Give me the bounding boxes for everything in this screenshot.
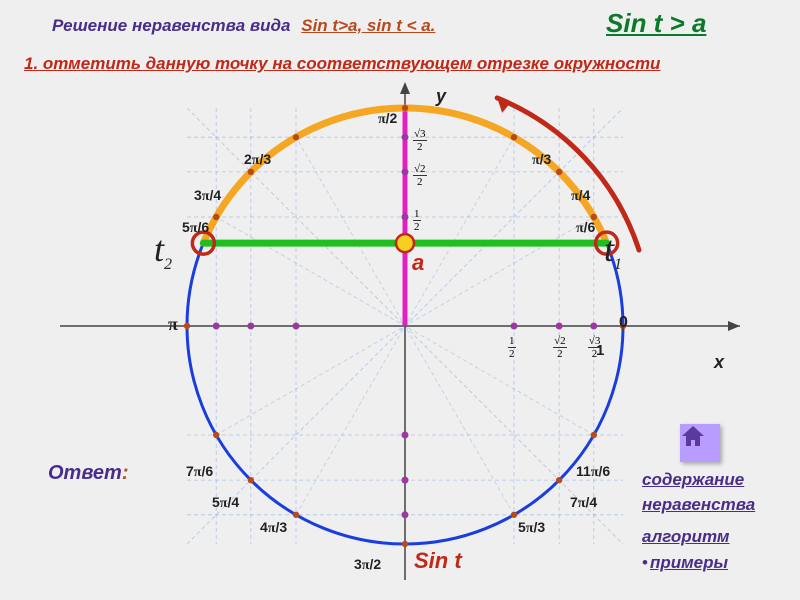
t1-sub: 1 xyxy=(614,256,622,273)
angle-label-π-2: π/2 xyxy=(378,110,397,128)
zero-label: 0 xyxy=(619,314,628,332)
t1-label: t1 xyxy=(604,228,622,274)
t2-sub: 2 xyxy=(164,256,172,273)
y-tick-√3-2: √32 xyxy=(413,129,427,153)
x-tick-√3-2: √32 xyxy=(588,336,602,360)
home-button[interactable] xyxy=(680,424,720,462)
angle-label-π-3: π/3 xyxy=(532,151,551,169)
angle-label-2π-3: 2π/3 xyxy=(244,151,271,169)
a-label: a xyxy=(412,250,424,276)
t2-text: t xyxy=(154,229,164,269)
t1-text: t xyxy=(604,229,614,269)
angle-label-7π-4: 7π/4 xyxy=(570,494,597,512)
answer-colon: : xyxy=(122,462,129,484)
answer-label: Ответ: xyxy=(48,462,129,485)
angle-label-11π-6: 11π/6 xyxy=(576,463,610,481)
angle-label-3π-2: 3π/2 xyxy=(354,556,381,574)
sint-label: Sin t xyxy=(414,548,462,574)
y-axis-label: у xyxy=(436,86,446,107)
answer-text: Ответ xyxy=(48,462,122,484)
pi-label: π xyxy=(168,314,178,335)
x-tick-1-2: 12 xyxy=(508,336,516,360)
x-tick-√2-2: √22 xyxy=(553,336,567,360)
home-icon xyxy=(680,424,706,448)
angle-label-5π-4: 5π/4 xyxy=(212,494,239,512)
angle-label-4π-3: 4π/3 xyxy=(260,519,287,537)
angle-label-π-6: π/6 xyxy=(576,219,595,237)
nav-contents[interactable]: содержание xyxy=(642,470,744,490)
angle-label-π-4: π/4 xyxy=(571,187,590,205)
y-tick-1-2: 12 xyxy=(413,209,421,233)
nav-algorithm[interactable]: алгоритм xyxy=(642,527,730,547)
angle-label-7π-6: 7π/6 xyxy=(186,463,213,481)
x-axis-label: x xyxy=(714,352,724,373)
nav-examples[interactable]: •примеры xyxy=(642,553,728,573)
t2-label: t2 xyxy=(154,228,172,274)
angle-label-5π-3: 5π/3 xyxy=(518,519,545,537)
angle-label-3π-4: 3π/4 xyxy=(194,187,221,205)
nav-inequalities[interactable]: неравенства xyxy=(642,495,755,515)
angle-label-5π-6: 5π/6 xyxy=(182,219,209,237)
y-tick-√2-2: √22 xyxy=(413,164,427,188)
